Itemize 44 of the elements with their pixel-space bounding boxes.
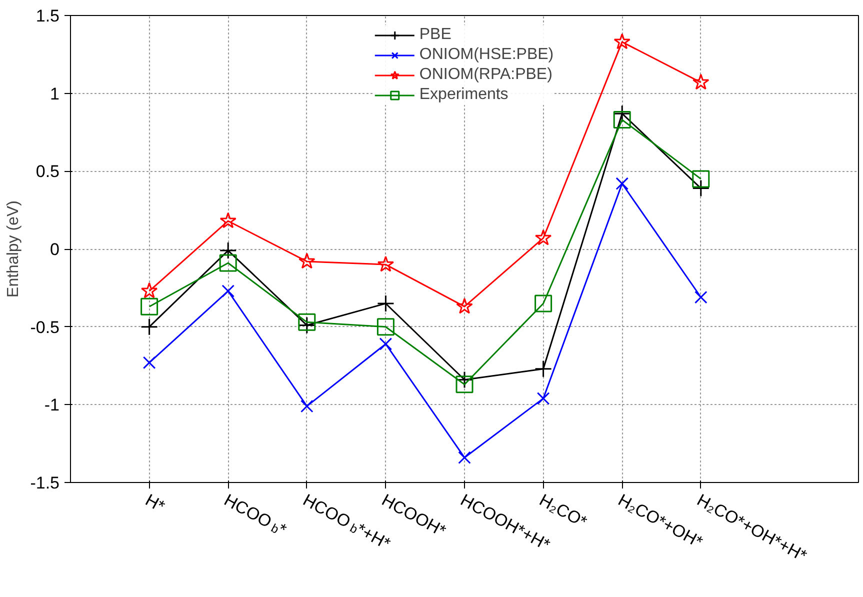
- x-tick-label: H*: [142, 490, 168, 516]
- point: [692, 180, 710, 198]
- point: [142, 356, 156, 370]
- y-tick-label: 1: [50, 84, 60, 104]
- point: [220, 212, 236, 228]
- legend-label: PBE: [419, 26, 452, 44]
- point: [300, 400, 314, 413]
- point: [613, 111, 631, 129]
- point: [219, 242, 237, 260]
- point: [140, 282, 158, 298]
- point: [692, 74, 710, 90]
- y-tick-label: -1: [44, 396, 60, 415]
- point: [456, 376, 474, 394]
- point: [536, 392, 550, 405]
- y-tick-label: -0.5: [30, 318, 60, 337]
- point: [219, 254, 237, 272]
- legend-label: Experiments: [419, 86, 508, 104]
- point: [376, 294, 394, 312]
- point: [458, 451, 471, 464]
- y-tick-label: 0.5: [36, 162, 60, 182]
- point: [692, 170, 710, 188]
- point: [222, 284, 235, 298]
- point: [140, 318, 158, 336]
- point: [379, 338, 392, 350]
- point: [534, 360, 552, 378]
- y-axis-title: Enthalpy (eV): [5, 200, 22, 298]
- legend-label: ONIOM(HSE:PBE): [419, 46, 554, 64]
- point: [377, 256, 394, 272]
- point: [534, 229, 552, 246]
- point: [614, 33, 630, 50]
- point: [376, 318, 394, 336]
- y-tick-label: 0: [50, 240, 60, 259]
- point: [616, 177, 629, 190]
- point: [456, 298, 473, 314]
- point: [694, 290, 708, 304]
- y-tick-label: 1.5: [36, 6, 60, 26]
- y-tick-label: -1.5: [30, 474, 60, 492]
- point: [298, 316, 316, 334]
- point: [613, 104, 631, 122]
- point: [534, 294, 552, 312]
- point: [298, 252, 316, 269]
- legend-label: ONIOM(RPA:PBE): [419, 66, 552, 84]
- point: [298, 313, 316, 331]
- point: [140, 298, 158, 316]
